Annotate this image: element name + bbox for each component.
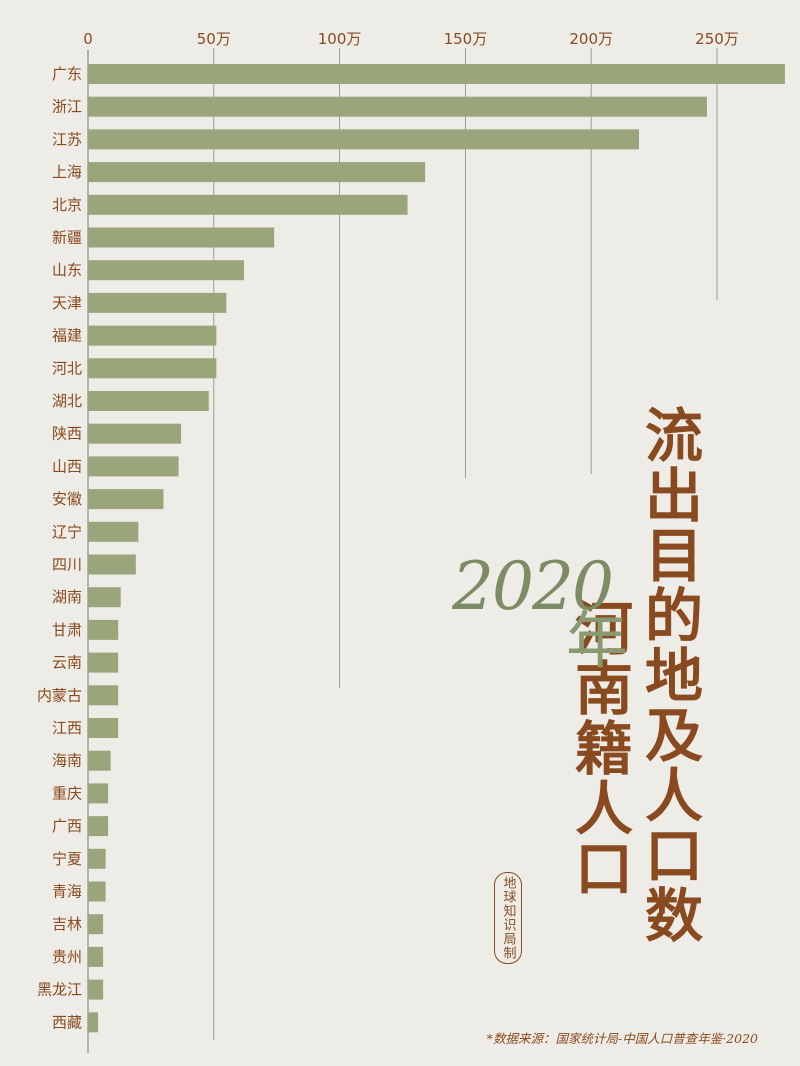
category-label: 湖南	[52, 588, 82, 606]
tick-label: 0	[83, 30, 93, 48]
category-label: 天津	[52, 294, 82, 312]
bar	[88, 162, 426, 183]
bar	[88, 783, 109, 804]
bar	[88, 129, 640, 150]
tick-label: 100万	[318, 30, 362, 48]
bar	[88, 325, 217, 346]
category-label: 四川	[52, 556, 82, 574]
category-label: 重庆	[52, 784, 82, 802]
title-line-1: 流出目的地及人口数	[635, 405, 703, 945]
category-label: 云南	[52, 654, 82, 672]
category-label: 黑龙江	[37, 981, 82, 999]
category-label: 新疆	[52, 229, 82, 247]
category-label: 甘肃	[52, 621, 82, 639]
bar	[88, 423, 182, 444]
category-label: 江苏	[52, 130, 82, 148]
source-note: *数据来源：国家统计局-中国人口普查年鉴·2020	[486, 1031, 758, 1046]
category-label: 河北	[52, 359, 82, 377]
category-label: 内蒙古	[37, 686, 82, 704]
bars	[88, 64, 785, 1033]
bar	[88, 194, 408, 215]
category-label: 上海	[52, 163, 82, 181]
tick-label: 200万	[569, 30, 613, 48]
bar	[88, 718, 119, 738]
bar	[88, 292, 227, 313]
bar	[88, 914, 104, 935]
bar	[88, 652, 119, 673]
category-label: 北京	[52, 196, 82, 214]
bar	[88, 619, 119, 640]
bar	[88, 848, 106, 869]
category-label: 宁夏	[52, 850, 82, 868]
category-label: 湖北	[52, 392, 82, 410]
bar	[88, 227, 275, 248]
brand-stamp: 地球知识局制	[494, 872, 522, 964]
bar	[88, 881, 106, 902]
bar	[88, 1012, 99, 1033]
bar	[88, 521, 139, 542]
bar	[88, 260, 244, 281]
title-line-2: 河南籍人口	[565, 598, 633, 898]
category-label: 广西	[52, 817, 82, 835]
bar	[88, 685, 119, 706]
bar	[88, 456, 179, 477]
category-label: 山东	[52, 261, 82, 279]
year-character: 年	[566, 604, 629, 677]
bar	[88, 587, 121, 608]
category-label: 山西	[52, 457, 82, 475]
category-label: 贵州	[52, 948, 82, 966]
category-label: 吉林	[52, 915, 82, 933]
category-label: 江西	[52, 719, 82, 737]
bar	[88, 946, 104, 967]
category-label: 浙江	[52, 98, 82, 116]
bar	[88, 489, 164, 510]
bar	[88, 554, 136, 575]
axis-ticks: 0 50万 100万 150万 200万 250万	[83, 30, 739, 48]
category-label: 海南	[52, 752, 82, 770]
category-labels: 广东浙江江苏上海北京新疆山东天津福建河北湖北陕西山西安徽辽宁四川湖南甘肃云南内蒙…	[37, 65, 82, 1031]
bar	[88, 96, 707, 117]
bar	[88, 750, 111, 771]
tick-label: 150万	[444, 30, 488, 48]
tick-label: 50万	[197, 30, 231, 48]
bar	[88, 391, 209, 411]
category-label: 安徽	[52, 490, 82, 508]
category-label: 福建	[52, 327, 82, 345]
bar	[88, 358, 217, 379]
category-label: 广东	[52, 65, 82, 83]
category-label: 青海	[52, 883, 82, 901]
category-label: 陕西	[52, 425, 82, 443]
year-number: 2020	[452, 548, 614, 625]
bar	[88, 816, 109, 837]
category-label: 西藏	[52, 1013, 82, 1031]
category-label: 辽宁	[52, 523, 82, 541]
bar	[88, 979, 104, 1000]
bar	[88, 64, 785, 84]
tick-label: 250万	[695, 30, 739, 48]
